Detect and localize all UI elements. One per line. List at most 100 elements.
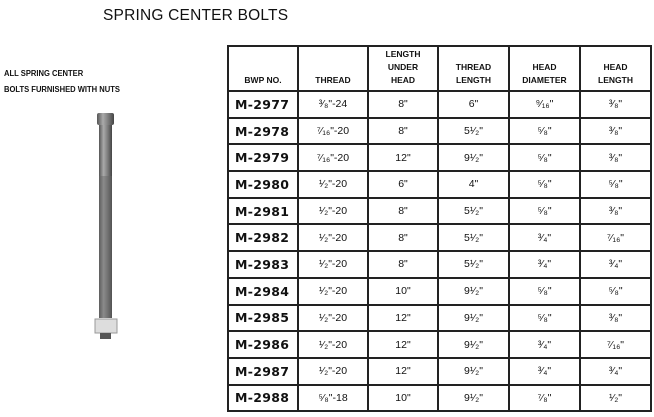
spec-cell: ⁵⁄₈" [508, 143, 581, 173]
spec-cell: ⁵⁄₈" [508, 170, 581, 199]
spec-cell: ³⁄₄" [579, 356, 652, 386]
spec-cell: ¹⁄₂"-20 [297, 170, 369, 199]
note-line-2: BOLTS FURNISHED WITH NUTS [4, 85, 120, 94]
bolt-shank [99, 125, 112, 318]
spec-cell: ³⁄₈" [579, 90, 652, 119]
column-header: THREAD [297, 45, 369, 92]
spec-cell: ¹⁄₂"-20 [297, 356, 369, 386]
bolt-head [97, 113, 114, 125]
spec-cell: 10" [367, 383, 439, 413]
spec-cell: 6" [367, 170, 439, 199]
spring-center-bolts-table: BWP NO. THREAD LENGTH UNDER HEAD THREAD LEN… [227, 45, 652, 413]
spec-cell: ¹⁄₂"-20 [297, 276, 369, 306]
spec-cell: 8" [367, 196, 439, 226]
spec-cell: ¹⁄₂"-20 [297, 196, 369, 226]
spec-cell: 4" [437, 170, 510, 199]
spec-cell: ¹⁄₂"-20 [297, 223, 369, 253]
table-row: M-2984 ¹⁄₂"-20 10" 9¹⁄₂" ⁵⁄₈" ⁵⁄₈" [227, 276, 652, 306]
spec-cell: 5¹⁄₂" [437, 196, 510, 226]
bolts-note: ALL SPRING CENTER BOLTS FURNISHED WITH N… [4, 66, 120, 98]
spec-cell: ³⁄₈" [579, 143, 652, 173]
spec-cell: 9¹⁄₂" [437, 383, 510, 413]
spec-cell: ³⁄₄" [508, 330, 581, 359]
part-number: M-2978 [227, 116, 299, 146]
column-header: HEAD LENGTH [579, 45, 652, 92]
spec-cell: ⁵⁄₈" [508, 303, 581, 333]
bolt-tail [100, 333, 111, 339]
spec-cell: 12" [367, 330, 439, 359]
spec-cell: ³⁄₈" [579, 303, 652, 333]
spec-cell: ⁹⁄₁₆" [508, 90, 581, 119]
spec-cell: ⁵⁄₈" [579, 276, 652, 306]
table-row: M-2986 ¹⁄₂"-20 12" 9¹⁄₂" ³⁄₄" ⁷⁄₁₆" [227, 330, 652, 359]
part-number: M-2985 [227, 303, 299, 333]
spec-cell: ³⁄₄" [508, 250, 581, 279]
spec-cell: ⁷⁄₁₆" [579, 330, 652, 359]
spec-cell: 8" [367, 223, 439, 253]
spec-cell: ³⁄₈" [579, 116, 652, 146]
spec-cell: ⁷⁄₁₆" [579, 223, 652, 253]
table-row: M-2988 ⁵⁄₈"-18 10" 9¹⁄₂" ⁷⁄₈" ¹⁄₂" [227, 383, 652, 413]
table-row: M-2980 ¹⁄₂"-20 6" 4" ⁵⁄₈" ⁵⁄₈" [227, 170, 652, 199]
spec-cell: ⁵⁄₈"-18 [297, 383, 369, 413]
part-number: M-2987 [227, 356, 299, 386]
spec-cell: ¹⁄₂"-20 [297, 303, 369, 333]
spec-cell: 12" [367, 356, 439, 386]
spec-cell: ³⁄₈"-24 [297, 90, 369, 119]
spec-cell: ¹⁄₂"-20 [297, 330, 369, 359]
table-row: M-2981 ¹⁄₂"-20 8" 5¹⁄₂" ⁵⁄₈" ³⁄₈" [227, 196, 652, 226]
spec-cell: 9¹⁄₂" [437, 303, 510, 333]
table-row: M-2982 ¹⁄₂"-20 8" 5¹⁄₂" ³⁄₄" ⁷⁄₁₆" [227, 223, 652, 253]
spec-cell: ³⁄₈" [579, 196, 652, 226]
spec-cell: 12" [367, 143, 439, 173]
spec-cell: ⁵⁄₈" [508, 116, 581, 146]
column-header: HEAD DIAMETER [508, 45, 581, 92]
table-row: M-2985 ¹⁄₂"-20 12" 9¹⁄₂" ⁵⁄₈" ³⁄₈" [227, 303, 652, 333]
spec-cell: ⁷⁄₁₆"-20 [297, 116, 369, 146]
spec-cell: ⁷⁄₈" [508, 383, 581, 413]
column-header: BWP NO. [227, 45, 299, 92]
spec-cell: 5¹⁄₂" [437, 250, 510, 279]
spec-cell: ⁵⁄₈" [508, 196, 581, 226]
page-title: SPRING CENTER BOLTS [103, 7, 289, 24]
spec-cell: ³⁄₄" [508, 223, 581, 253]
table-row: M-2977 ³⁄₈"-24 8" 6" ⁹⁄₁₆" ³⁄₈" [227, 90, 652, 119]
part-number: M-2979 [227, 143, 299, 173]
spec-cell: ³⁄₄" [508, 356, 581, 386]
spec-cell: 5¹⁄₂" [437, 116, 510, 146]
spec-cell: ⁵⁄₈" [508, 276, 581, 306]
spec-cell: 8" [367, 90, 439, 119]
part-number: M-2981 [227, 196, 299, 226]
table-row: M-2987 ¹⁄₂"-20 12" 9¹⁄₂" ³⁄₄" ³⁄₄" [227, 356, 652, 386]
spec-cell: 9¹⁄₂" [437, 143, 510, 173]
spec-cell: ¹⁄₂"-20 [297, 250, 369, 279]
note-line-1: ALL SPRING CENTER [4, 69, 84, 78]
column-header: THREAD LENGTH [437, 45, 510, 92]
part-number: M-2982 [227, 223, 299, 253]
spec-cell: 8" [367, 250, 439, 279]
bolt-nut [94, 318, 118, 334]
spec-cell: 9¹⁄₂" [437, 356, 510, 386]
spec-cell: ¹⁄₂" [579, 383, 652, 413]
table-row: M-2983 ¹⁄₂"-20 8" 5¹⁄₂" ³⁄₄" ³⁄₄" [227, 250, 652, 279]
spec-cell: 9¹⁄₂" [437, 276, 510, 306]
part-number: M-2983 [227, 250, 299, 279]
part-number: M-2980 [227, 170, 299, 199]
bolt-thread [99, 176, 112, 318]
table-row: M-2978 ⁷⁄₁₆"-20 8" 5¹⁄₂" ⁵⁄₈" ³⁄₈" [227, 116, 652, 146]
spring-center-bolt-with-nut-icon [94, 113, 118, 339]
spec-cell: 8" [367, 116, 439, 146]
spec-cell: ⁵⁄₈" [579, 170, 652, 199]
spec-cell: 10" [367, 276, 439, 306]
spec-cell: ⁷⁄₁₆"-20 [297, 143, 369, 173]
part-number: M-2977 [227, 90, 299, 119]
spec-cell: ³⁄₄" [579, 250, 652, 279]
part-number: M-2984 [227, 276, 299, 306]
part-number: M-2986 [227, 330, 299, 359]
part-number: M-2988 [227, 383, 299, 413]
column-header: LENGTH UNDER HEAD [367, 45, 439, 92]
spec-cell: 9¹⁄₂" [437, 330, 510, 359]
spec-cell: 5¹⁄₂" [437, 223, 510, 253]
spec-cell: 6" [437, 90, 510, 119]
spec-cell: 12" [367, 303, 439, 333]
